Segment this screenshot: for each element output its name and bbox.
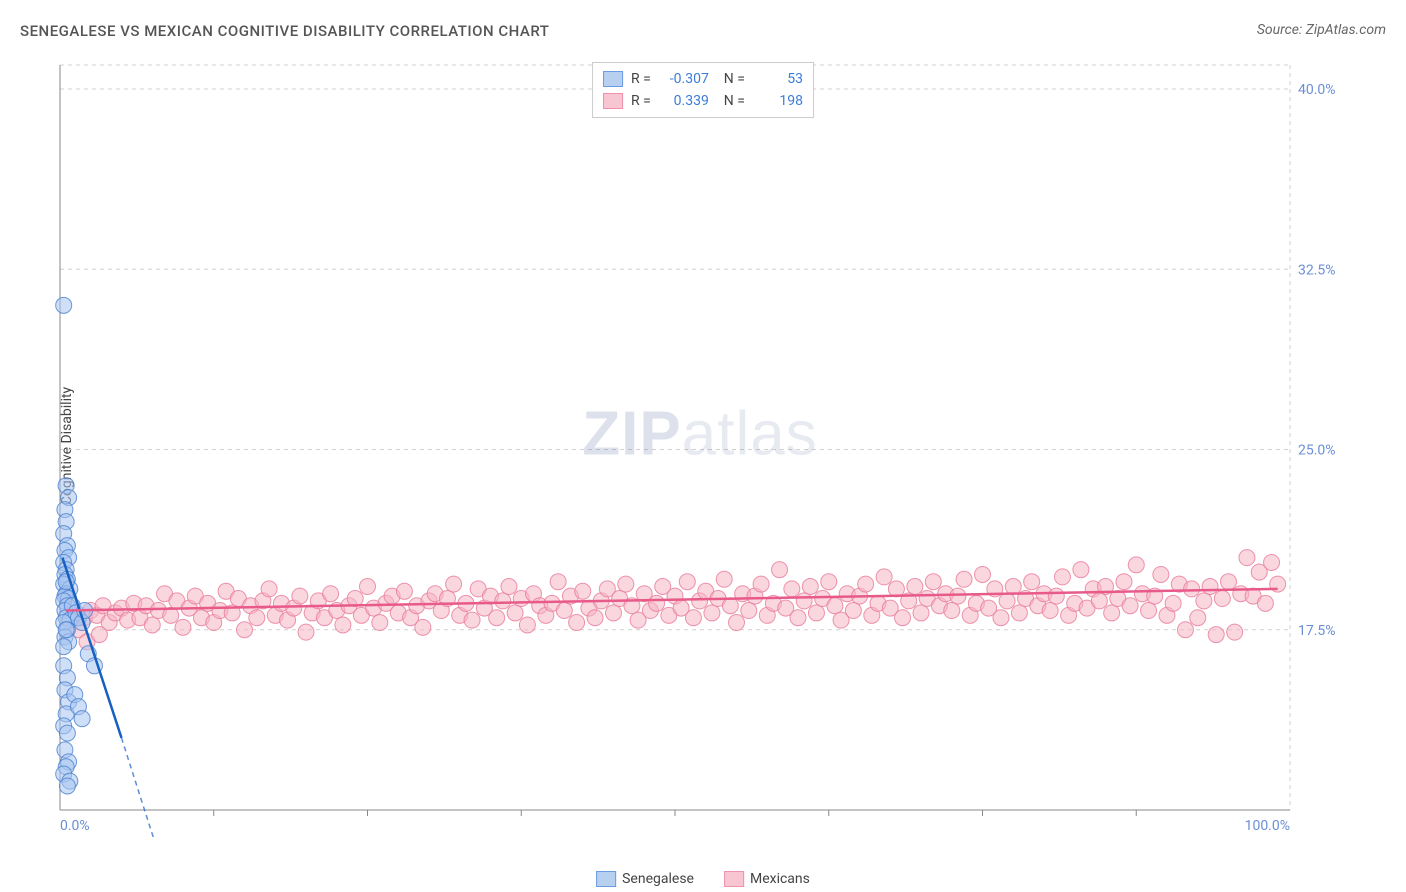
svg-text:17.5%: 17.5% [1298, 623, 1336, 639]
n-value-mexicans: 198 [753, 90, 803, 112]
r-label: R = [631, 90, 651, 112]
series-legend: Senegalese Mexicans [596, 871, 810, 887]
legend-row-senegalese: R = -0.307 N = 53 [603, 68, 803, 90]
legend-label-mexicans: Mexicans [750, 871, 810, 887]
source-attribution: Source: ZipAtlas.com [1257, 22, 1386, 38]
swatch-mexicans-bottom [724, 871, 744, 887]
svg-text:100.0%: 100.0% [1245, 818, 1290, 834]
svg-text:25.0%: 25.0% [1298, 443, 1336, 459]
chart-container: SENEGALESE VS MEXICAN COGNITIVE DISABILI… [0, 0, 1406, 892]
n-label: N = [717, 68, 745, 90]
legend-item-senegalese: Senegalese [596, 871, 694, 887]
chart-svg: 17.5% 25.0% 32.5% 40.0% 0.0% 100.0% [50, 60, 1350, 840]
swatch-senegalese [603, 71, 623, 87]
swatch-mexicans [603, 93, 623, 109]
r-value-senegalese: -0.307 [659, 68, 709, 90]
swatch-senegalese-bottom [596, 871, 616, 887]
svg-text:40.0%: 40.0% [1298, 82, 1336, 98]
svg-text:0.0%: 0.0% [60, 818, 90, 834]
n-value-senegalese: 53 [753, 68, 803, 90]
n-label: N = [717, 90, 745, 112]
legend-row-mexicans: R = 0.339 N = 198 [603, 90, 803, 112]
legend-label-senegalese: Senegalese [622, 871, 694, 887]
r-label: R = [631, 68, 651, 90]
chart-title: SENEGALESE VS MEXICAN COGNITIVE DISABILI… [20, 22, 549, 40]
svg-text:32.5%: 32.5% [1298, 262, 1336, 278]
correlation-legend: R = -0.307 N = 53 R = 0.339 N = 198 [592, 62, 814, 118]
legend-item-mexicans: Mexicans [724, 871, 810, 887]
plot-area: 17.5%25.0%32.5%40.0%0.0%100.0% ZIPatlas [50, 60, 1350, 840]
r-value-mexicans: 0.339 [659, 90, 709, 112]
